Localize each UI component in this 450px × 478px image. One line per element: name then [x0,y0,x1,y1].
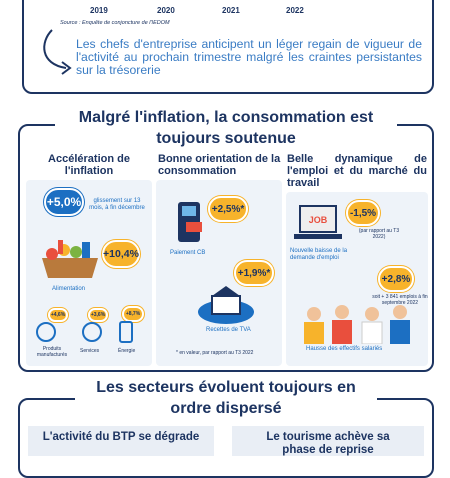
sector-heading: Le tourisme achève sa phase de reprise [232,426,424,456]
badge: +4,6% [48,308,68,322]
year: 2021 [222,6,240,15]
vat-icon [198,286,254,324]
footnote: * en valeur, par rapport au T3 2022 [176,350,254,356]
badge: +2,8% [378,266,414,292]
year: 2022 [286,6,304,15]
laptop-icon: JOB [294,205,342,239]
sector-heading: L'activité du BTP se dégrade [28,426,214,456]
year: 2019 [90,6,108,15]
caption: Hausse des effectifs salariés [306,346,383,352]
source: Source : Enquête de conjoncture de l'IED… [60,20,170,26]
caption: (par rapport au T3 2022) [358,228,400,240]
section-title: Les secteurs évoluent toujours en ordre … [75,377,377,419]
caption: glissement sur 13 mois, à fin décembre [89,198,145,211]
year: 2020 [157,6,175,15]
workers-icon [304,305,410,344]
summary-text: Les chefs d'entreprise anticipent un lég… [76,37,422,77]
badge: +2,5%* [208,196,248,222]
arrow-icon [43,29,72,75]
caption: Services [80,348,100,354]
caption: Énergie [118,348,136,354]
section-title: Malgré l'inflation, la consommation est … [55,107,397,149]
badge: -1,5% [346,200,380,226]
caption: Recettes de TVA [206,327,251,333]
badge: +1,9%* [234,260,274,286]
badge: +5,0% [44,188,84,216]
badge: +3,6% [88,308,108,322]
food-icon [42,240,98,278]
caption: Paiement CB [170,250,206,256]
sector-icons [36,321,133,343]
caption: soit + 3 841 emplois à fin septembre 202… [372,294,428,306]
caption: Nouvelle baisse de la demande d'emploi [290,248,348,261]
caption: Alimentation [52,286,86,292]
top-frame [22,0,434,94]
caption: Produits manufacturés [36,346,68,358]
badge: +8,7% [122,306,144,322]
svg-text:JOB: JOB [309,215,328,225]
infographic: {"top":{"years":["2019","2020","2021","2… [18,0,434,478]
page: Conjoncture html,body{margin:0;padding:0… [18,0,434,478]
badge: +10,4% [102,240,140,268]
column-heading: Belle dynamique de l'emploi et du marché… [287,153,427,189]
card-terminal-icon [178,202,202,242]
column-heading: Accélération de l'inflation [48,153,130,177]
column-heading: Bonne orientation de la consommation [158,153,281,177]
